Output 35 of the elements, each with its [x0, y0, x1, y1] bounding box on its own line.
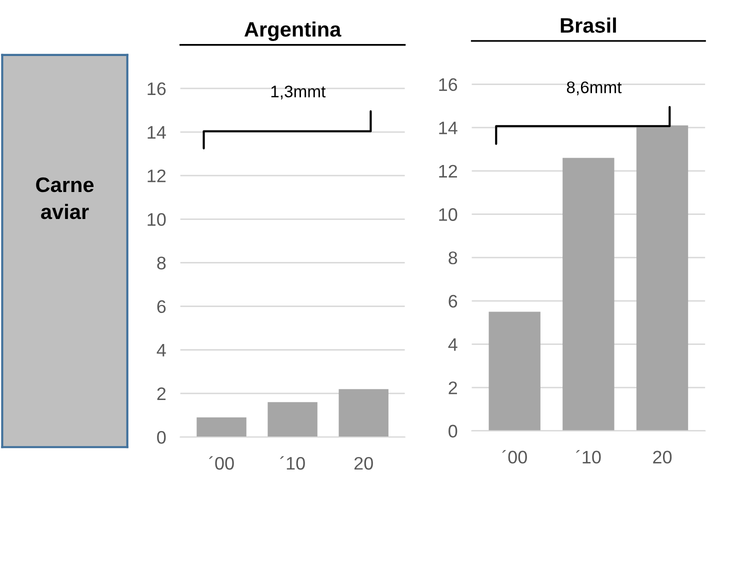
x-tick-label: 20	[354, 456, 373, 470]
y-tick-label: 12	[439, 164, 457, 178]
text: Carne aviar	[36, 177, 94, 220]
x-tick-label: ´00	[502, 450, 527, 464]
annotation: 8,6mmt	[566, 81, 622, 96]
bar	[488, 312, 540, 431]
y-tick-label: 2	[157, 387, 166, 400]
x-tick-label: 20	[653, 450, 672, 464]
y-tick-label: 0	[157, 430, 166, 444]
y-tick-label: 12	[148, 170, 166, 182]
chart-title: Argentina	[244, 21, 342, 41]
bar	[268, 402, 318, 438]
x-tick-label: ´10	[576, 450, 601, 464]
y-tick-label: 0	[448, 424, 458, 438]
y-tick-label: 10	[439, 208, 458, 221]
x-tick-label: ´00	[209, 456, 234, 470]
y-tick-label: 16	[148, 82, 166, 96]
chart-title: Brasil	[560, 18, 616, 33]
bar	[196, 417, 246, 438]
y-tick-label: 2	[448, 381, 457, 394]
y-tick-label: 6	[157, 300, 166, 314]
bar	[338, 389, 388, 438]
y-tick-label: 4	[156, 344, 166, 356]
y-tick-label: 14	[148, 126, 166, 139]
y-tick-label: 10	[148, 213, 166, 226]
bar	[636, 125, 688, 431]
annotation: 1,3mmt	[271, 86, 326, 100]
y-tick-label: 8	[448, 251, 458, 264]
y-tick-label: 8	[157, 256, 166, 270]
bar	[562, 158, 614, 431]
x-tick-label: ´10	[280, 456, 305, 470]
y-tick-label: 14	[439, 122, 458, 134]
y-tick-label: 16	[439, 78, 458, 91]
y-tick-label: 4	[448, 338, 458, 351]
y-tick-label: 6	[448, 294, 458, 308]
